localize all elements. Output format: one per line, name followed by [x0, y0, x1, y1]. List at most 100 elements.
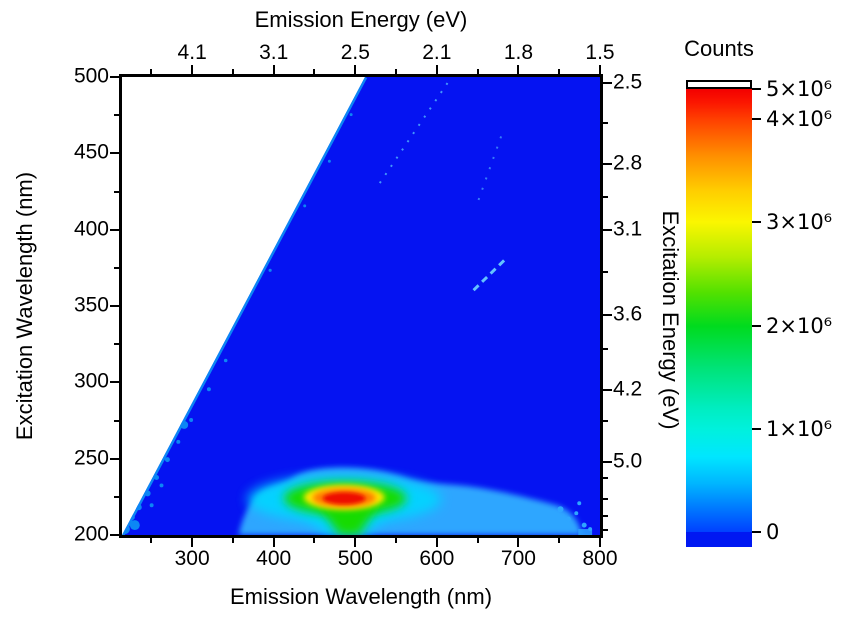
minor-tick [114, 266, 119, 269]
minor-tick [603, 498, 608, 501]
tick-label: 300 [73, 369, 109, 393]
colorbar-gradient [686, 89, 752, 532]
tick-label: 350 [73, 293, 109, 317]
major-tick [603, 163, 612, 166]
major-tick [599, 65, 601, 74]
hotspot-green-cone [315, 501, 381, 535]
major-tick [603, 460, 612, 463]
tick-label: 400 [256, 547, 292, 570]
plot-area: 300 400 500 600 700 800 4.1 3.1 2.5 2.1 1.8 1.5 50… [74, 41, 642, 570]
tick-label: 500 [73, 64, 109, 88]
minor-tick [558, 69, 561, 74]
minor-tick [114, 495, 119, 498]
minor-tick [150, 538, 153, 543]
tick-label: 2.5 [340, 41, 370, 64]
minor-tick [603, 271, 608, 274]
minor-tick [603, 347, 608, 350]
minor-tick [558, 538, 561, 543]
colorbar-tick [752, 117, 761, 120]
tick-label: 5.0 [613, 449, 643, 473]
minor-tick [313, 538, 316, 543]
colorbar-tick-label: 4×10⁶ [766, 106, 833, 131]
major-tick [354, 65, 357, 74]
major-tick [603, 81, 612, 84]
right-axis-title: Excitation Energy (eV) [658, 210, 683, 430]
tick-label: 700 [500, 547, 536, 570]
tick-label: 200 [73, 522, 109, 546]
minor-tick [114, 343, 119, 346]
tick-label: 300 [174, 547, 210, 570]
band-edge-speckles [557, 501, 593, 532]
colorbar-ticks: 5×10⁶ 4×10⁶ 3×10⁶ 2×10⁶ 1×10⁶ 0 [686, 77, 832, 547]
major-tick [110, 534, 119, 536]
major-tick [272, 65, 275, 74]
colorbar-tick [752, 87, 761, 90]
minor-tick [476, 538, 479, 543]
colorbar-title: Counts [684, 36, 754, 61]
minor-tick [603, 476, 608, 479]
major-tick [272, 538, 275, 547]
tick-label: 3.1 [259, 41, 289, 64]
major-tick [110, 381, 119, 384]
colorbar-tick-label: 2×10⁶ [766, 314, 833, 339]
colorbar-zero-block [686, 532, 752, 547]
minor-tick [603, 419, 608, 422]
tick-label: 1.5 [585, 41, 615, 64]
colorbar-tick [752, 531, 761, 534]
minor-tick [313, 69, 316, 74]
top-axis-title: Emission Energy (eV) [254, 7, 468, 32]
major-tick [110, 152, 119, 155]
tick-label: 450 [73, 140, 109, 164]
major-tick [110, 305, 119, 307]
minor-tick [476, 69, 479, 74]
tick-label: 2.5 [613, 70, 643, 94]
colorbar-tick-label: 0 [766, 520, 780, 545]
tick-label: 250 [73, 446, 109, 470]
tick-label: 2.1 [422, 41, 452, 64]
colorbar-tick-label: 3×10⁶ [766, 209, 833, 234]
tick-label: 500 [337, 547, 373, 570]
major-tick [603, 388, 612, 391]
minor-tick [114, 190, 119, 193]
major-tick [599, 538, 601, 547]
heatmap-canvas [122, 77, 600, 535]
colorbar-tick [752, 427, 761, 430]
colorbar-tick [752, 220, 761, 223]
minor-tick [150, 69, 153, 74]
hotspot-red-core [322, 492, 366, 505]
tick-label: 4.1 [177, 41, 207, 64]
minor-tick [603, 529, 608, 532]
colorbar-above-max-cap [686, 80, 752, 89]
data-region-background [122, 77, 600, 535]
bottom-axis-title: Emission Wavelength (nm) [229, 584, 493, 609]
tick-label: 400 [73, 217, 109, 241]
major-tick [110, 76, 119, 78]
minor-tick [603, 514, 608, 517]
left-axis-title: Excitation Wavelength (nm) [12, 171, 37, 441]
major-tick [603, 228, 612, 231]
minor-tick [395, 538, 398, 543]
second-order-scatter-streaks [378, 80, 508, 292]
major-tick [191, 538, 194, 547]
colorbar-tick-label: 5×10⁶ [766, 76, 833, 101]
minor-tick [114, 114, 119, 117]
minor-tick [603, 195, 608, 198]
tick-label: 3.1 [613, 217, 643, 241]
major-tick [435, 538, 438, 547]
major-tick [517, 65, 520, 74]
tick-label: 1.8 [503, 41, 534, 64]
tick-label: 4.2 [613, 377, 643, 401]
major-tick [110, 457, 119, 460]
tick-label: 2.8 [613, 151, 643, 175]
major-tick [354, 538, 357, 547]
colorbar: 5×10⁶ 4×10⁶ 3×10⁶ 2×10⁶ 1×10⁶ 0 [686, 77, 832, 547]
tick-label: 600 [419, 547, 455, 570]
major-tick [517, 538, 520, 547]
band-bottom-strip [578, 529, 593, 535]
tick-label: 3.6 [613, 302, 643, 326]
minor-tick [231, 69, 234, 74]
minor-tick [395, 69, 398, 74]
minor-tick [114, 419, 119, 422]
colorbar-tick [752, 325, 761, 328]
